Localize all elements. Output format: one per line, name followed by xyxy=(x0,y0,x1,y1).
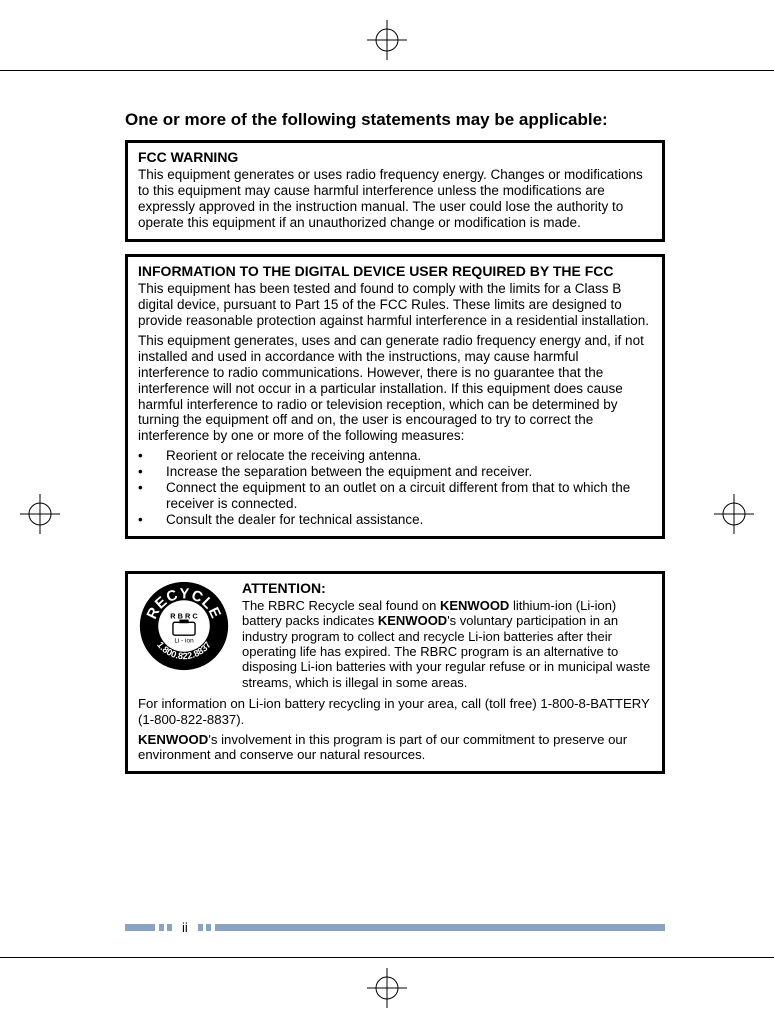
bullet-text: Increase the separation between the equi… xyxy=(166,464,652,480)
fcc-info-box: INFORMATION TO THE DIGITAL DEVICE USER R… xyxy=(125,254,665,539)
svg-text:Li - ion: Li - ion xyxy=(174,637,194,644)
list-item: •Increase the separation between the equ… xyxy=(138,464,652,480)
footer-bar-dots xyxy=(159,924,172,931)
page-heading: One or more of the following statements … xyxy=(125,110,665,130)
fcc-warning-title: FCC WARNING xyxy=(138,149,652,165)
list-item: •Connect the equipment to an outlet on a… xyxy=(138,480,652,512)
registration-mark-right xyxy=(714,494,754,534)
fcc-info-title: INFORMATION TO THE DIGITAL DEVICE USER R… xyxy=(138,263,652,279)
bullet-icon: • xyxy=(138,512,166,528)
footer-bar: ii xyxy=(125,920,665,935)
attention-p3: KENWOOD's involvement in this program is… xyxy=(138,732,652,764)
page-number: ii xyxy=(182,920,188,935)
recycle-seal-icon: RECYCLE 1.800.822.8837 R B R C Li - ion xyxy=(138,580,230,672)
bullet-text: Consult the dealer for technical assista… xyxy=(166,512,652,528)
footer-bar-dots xyxy=(198,924,211,931)
fcc-warning-box: FCC WARNING This equipment generates or … xyxy=(125,140,665,242)
fcc-info-bullets: •Reorient or relocate the receiving ante… xyxy=(138,448,652,528)
bullet-icon: • xyxy=(138,464,166,480)
attention-p1: The RBRC Recycle seal found on KENWOOD l… xyxy=(242,598,652,690)
bullet-icon: • xyxy=(138,480,166,512)
list-item: •Reorient or relocate the receiving ante… xyxy=(138,448,652,464)
fcc-info-p2: This equipment generates, uses and can g… xyxy=(138,333,652,444)
list-item: •Consult the dealer for technical assist… xyxy=(138,512,652,528)
registration-mark-bottom xyxy=(367,968,407,1008)
fcc-info-p1: This equipment has been tested and found… xyxy=(138,281,652,329)
bullet-icon: • xyxy=(138,448,166,464)
attention-box: RECYCLE 1.800.822.8837 R B R C Li - ion … xyxy=(125,571,665,774)
attention-title: ATTENTION: xyxy=(242,580,652,596)
page-content: One or more of the following statements … xyxy=(125,110,665,786)
footer-bar-segment xyxy=(215,924,665,931)
bullet-text: Connect the equipment to an outlet on a … xyxy=(166,480,652,512)
registration-mark-left xyxy=(20,494,60,534)
registration-mark-top xyxy=(367,20,407,60)
svg-text:R B R C: R B R C xyxy=(170,612,198,621)
bullet-text: Reorient or relocate the receiving anten… xyxy=(166,448,652,464)
footer-bar-segment xyxy=(125,924,155,931)
crop-line-top xyxy=(0,70,774,71)
fcc-warning-text: This equipment generates or uses radio f… xyxy=(138,167,652,231)
crop-line-bottom xyxy=(0,957,774,958)
attention-p2: For information on Li-ion battery recycl… xyxy=(138,696,652,728)
